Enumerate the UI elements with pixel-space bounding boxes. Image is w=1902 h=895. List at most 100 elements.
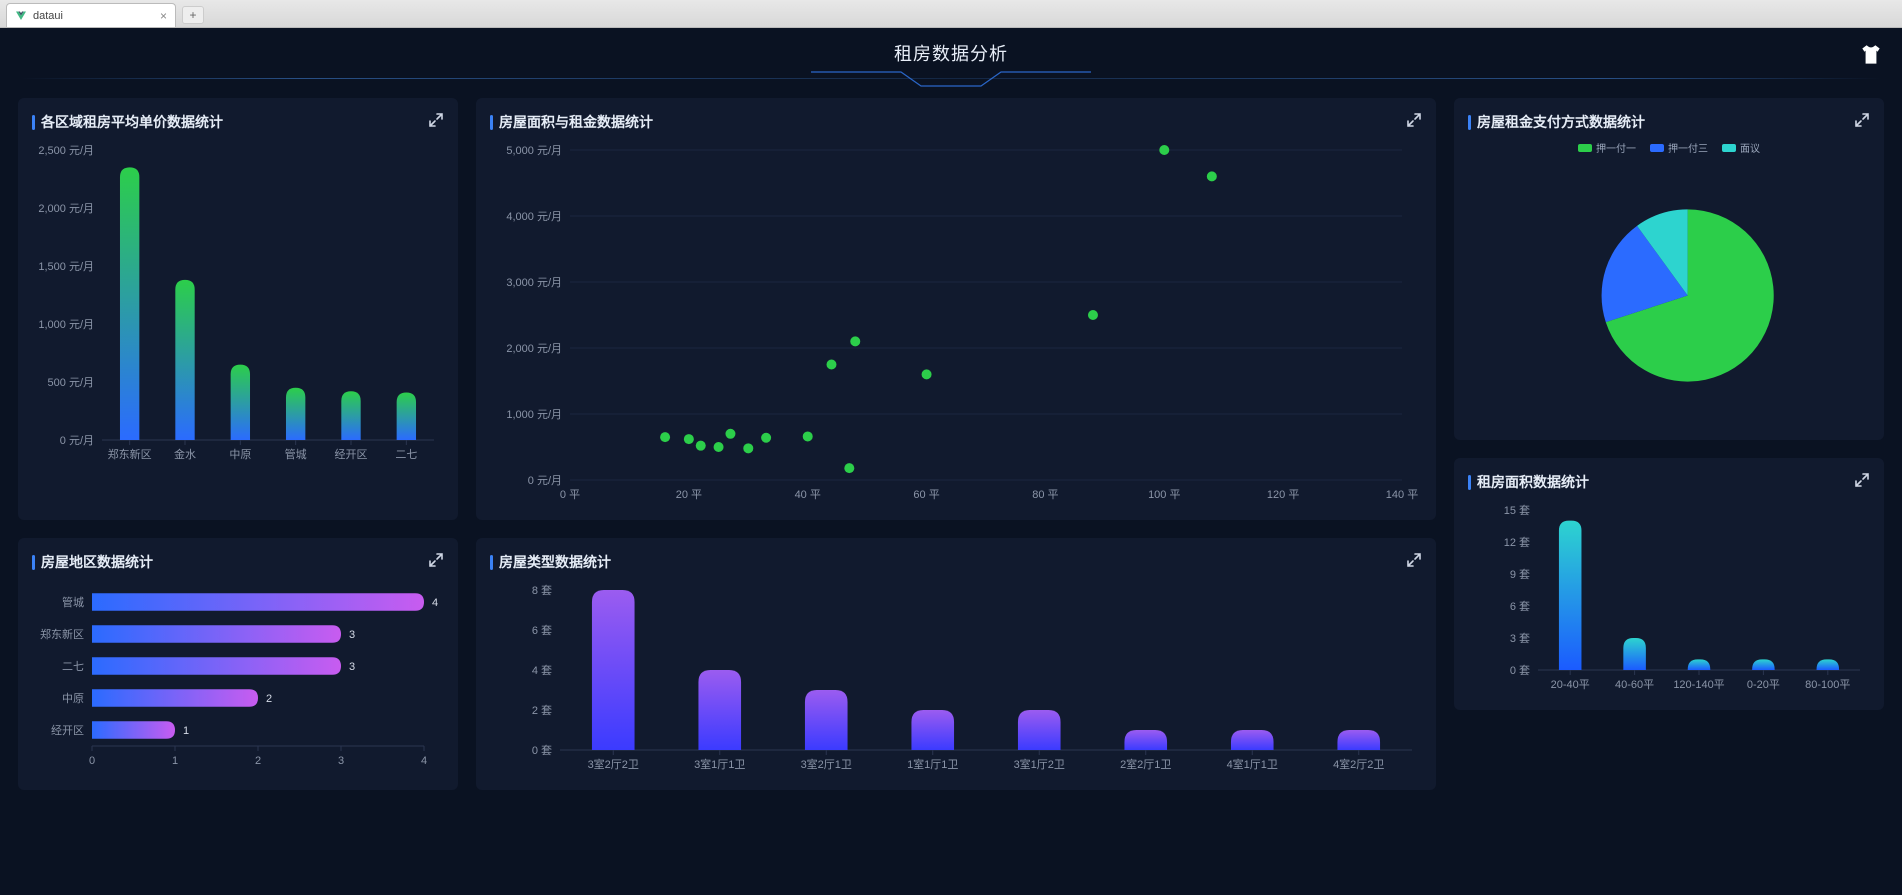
page-title: 租房数据分析 [0, 28, 1902, 66]
svg-text:2,000 元/月: 2,000 元/月 [506, 343, 562, 355]
panel-title: 房屋类型数据统计 [499, 552, 611, 572]
svg-text:20-40平: 20-40平 [1551, 679, 1590, 691]
svg-text:2: 2 [266, 693, 272, 705]
svg-text:1,000 元/月: 1,000 元/月 [506, 409, 562, 421]
panel-title: 各区域租房平均单价数据统计 [41, 112, 223, 132]
svg-text:4: 4 [432, 597, 438, 609]
vue-icon [15, 10, 27, 22]
svg-text:二七: 二七 [395, 448, 417, 461]
svg-text:120 平: 120 平 [1267, 489, 1299, 501]
svg-text:3: 3 [349, 661, 355, 673]
svg-text:3室1厅2卫: 3室1厅2卫 [1014, 757, 1065, 771]
new-tab-button[interactable]: + [182, 6, 204, 24]
page-header: 租房数据分析 [0, 28, 1902, 88]
panel-region-avg-price: 各区域租房平均单价数据统计 0 元/月 500 元/月 1,000 元/月 1,500… [18, 98, 458, 520]
app-root: 租房数据分析 各区域租房平均单价数据统计 0 元/月 500 元/月 1,000 元… [0, 28, 1902, 895]
chart-region-count: 01234管城4郑东新区3二七3中原2经开区1 [32, 580, 444, 770]
svg-text:15 套: 15 套 [1504, 504, 1530, 517]
svg-text:9 套: 9 套 [1510, 568, 1530, 581]
expand-icon[interactable] [1854, 472, 1870, 488]
tab-title: dataui [33, 10, 154, 22]
svg-text:0 平: 0 平 [560, 489, 580, 501]
svg-text:管城: 管城 [62, 595, 84, 609]
expand-icon[interactable] [1406, 552, 1422, 568]
chart-area-distribution: 0 套 3 套 6 套 9 套 12 套 15 套 20-40平 40-60平 120-140平… [1468, 500, 1870, 700]
panel-area-vs-rent: 房屋面积与租金数据统计 0 元/月 1,000 元/月 2,000 元/月 3,000… [476, 98, 1436, 520]
expand-icon[interactable] [1406, 112, 1422, 128]
svg-text:100 平: 100 平 [1148, 489, 1180, 501]
panel-area-distribution: 租房面积数据统计 0 套 3 套 6 套 9 套 12 套 15 套 20-40平 40-60… [1454, 458, 1884, 710]
svg-text:4室1厅1卫: 4室1厅1卫 [1227, 757, 1278, 771]
panel-title: 租房面积数据统计 [1477, 472, 1589, 492]
svg-text:5,000 元/月: 5,000 元/月 [506, 145, 562, 157]
svg-text:4 套: 4 套 [532, 664, 552, 677]
svg-text:中原: 中原 [229, 448, 251, 461]
panel-payment-method: 房屋租金支付方式数据统计 押一付一押一付三面议 [1454, 98, 1884, 440]
svg-text:4室2厅2卫: 4室2厅2卫 [1333, 757, 1384, 771]
browser-tab[interactable]: dataui × [6, 3, 176, 27]
svg-text:3: 3 [349, 629, 355, 641]
svg-text:6 套: 6 套 [1510, 600, 1530, 613]
expand-icon[interactable] [428, 112, 444, 128]
svg-text:40 平: 40 平 [795, 489, 821, 501]
expand-icon[interactable] [1854, 112, 1870, 128]
svg-text:80 平: 80 平 [1032, 489, 1058, 501]
panel-title: 房屋地区数据统计 [41, 552, 153, 572]
svg-text:郑东新区: 郑东新区 [40, 627, 84, 641]
svg-text:2,000 元/月: 2,000 元/月 [38, 203, 94, 215]
browser-chrome: dataui × + [0, 0, 1902, 28]
panel-region-count: 房屋地区数据统计 01234管城4郑东新区3二七3中原2经开区1 [18, 538, 458, 790]
svg-text:0 元/月: 0 元/月 [60, 435, 94, 447]
svg-text:3 套: 3 套 [1510, 632, 1530, 645]
svg-text:0 套: 0 套 [532, 744, 552, 757]
chart-house-type: 0 套 2 套 4 套 6 套 8 套 3室2厅2卫 3室1厅1卫 3室2厅1卫 1室1厅1卫 3… [490, 580, 1422, 780]
svg-text:120-140平: 120-140平 [1673, 679, 1724, 691]
theme-shirt-icon[interactable] [1858, 42, 1884, 68]
svg-text:12 套: 12 套 [1504, 536, 1530, 549]
svg-text:1,500 元/月: 1,500 元/月 [38, 261, 94, 273]
svg-text:郑东新区: 郑东新区 [108, 447, 152, 461]
header-notch [811, 70, 1091, 88]
svg-text:6 套: 6 套 [532, 624, 552, 637]
chart-paycsak-payment-method [1468, 161, 1870, 430]
svg-text:20 平: 20 平 [676, 489, 702, 501]
svg-text:3室1厅1卫: 3室1厅1卫 [694, 757, 745, 771]
svg-text:40-60平: 40-60平 [1615, 679, 1654, 691]
svg-text:0: 0 [89, 755, 95, 767]
svg-text:1,000 元/月: 1,000 元/月 [38, 319, 94, 331]
chart-region-avg-price: 0 元/月 500 元/月 1,000 元/月 1,500 元/月 2,000 元/月 2… [32, 140, 444, 470]
svg-text:0 元/月: 0 元/月 [528, 475, 562, 487]
svg-text:1: 1 [172, 755, 178, 767]
svg-text:8 套: 8 套 [532, 584, 552, 597]
svg-text:3室2厅2卫: 3室2厅2卫 [588, 757, 639, 771]
svg-text:经开区: 经开区 [335, 448, 368, 461]
svg-text:140 平: 140 平 [1386, 489, 1418, 501]
svg-text:60 平: 60 平 [913, 489, 939, 501]
svg-text:2: 2 [255, 755, 261, 767]
svg-text:3,000 元/月: 3,000 元/月 [506, 277, 562, 289]
svg-text:2,500 元/月: 2,500 元/月 [38, 145, 94, 157]
legend-item[interactable]: 押一付一 [1578, 140, 1636, 155]
legend-item[interactable]: 押一付三 [1650, 140, 1708, 155]
pie-legend: 押一付一押一付三面议 [1468, 140, 1870, 155]
close-icon[interactable]: × [160, 9, 167, 23]
panel-title: 房屋面积与租金数据统计 [499, 112, 653, 132]
svg-text:经开区: 经开区 [51, 724, 84, 737]
svg-text:3室2厅1卫: 3室2厅1卫 [801, 757, 852, 771]
chart-area-vs-rent: 0 元/月 1,000 元/月 2,000 元/月 3,000 元/月 4,000 元/… [490, 140, 1422, 510]
svg-text:500 元/月: 500 元/月 [48, 377, 94, 389]
svg-text:金水: 金水 [174, 447, 196, 461]
svg-text:0-20平: 0-20平 [1747, 679, 1780, 691]
svg-text:二七: 二七 [62, 660, 84, 673]
legend-item[interactable]: 面议 [1722, 140, 1760, 155]
svg-text:2 套: 2 套 [532, 704, 552, 717]
expand-icon[interactable] [428, 552, 444, 568]
svg-text:管城: 管城 [285, 447, 307, 461]
svg-text:1室1厅1卫: 1室1厅1卫 [907, 757, 958, 771]
svg-text:80-100平: 80-100平 [1805, 679, 1850, 691]
svg-text:4,000 元/月: 4,000 元/月 [506, 211, 562, 223]
header-divider [20, 78, 1882, 79]
svg-text:0 套: 0 套 [1510, 664, 1530, 677]
panel-title: 房屋租金支付方式数据统计 [1477, 112, 1645, 132]
svg-text:中原: 中原 [62, 692, 84, 705]
